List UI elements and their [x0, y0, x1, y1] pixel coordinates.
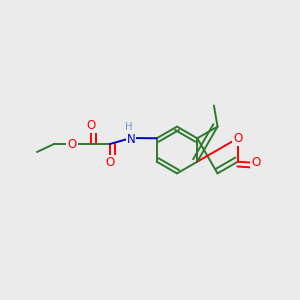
Text: O: O: [233, 132, 242, 145]
Text: N: N: [127, 133, 135, 146]
Text: O: O: [251, 156, 260, 170]
Text: H: H: [125, 122, 132, 132]
Text: O: O: [105, 155, 115, 169]
Text: O: O: [86, 119, 96, 133]
Text: O: O: [68, 137, 76, 151]
